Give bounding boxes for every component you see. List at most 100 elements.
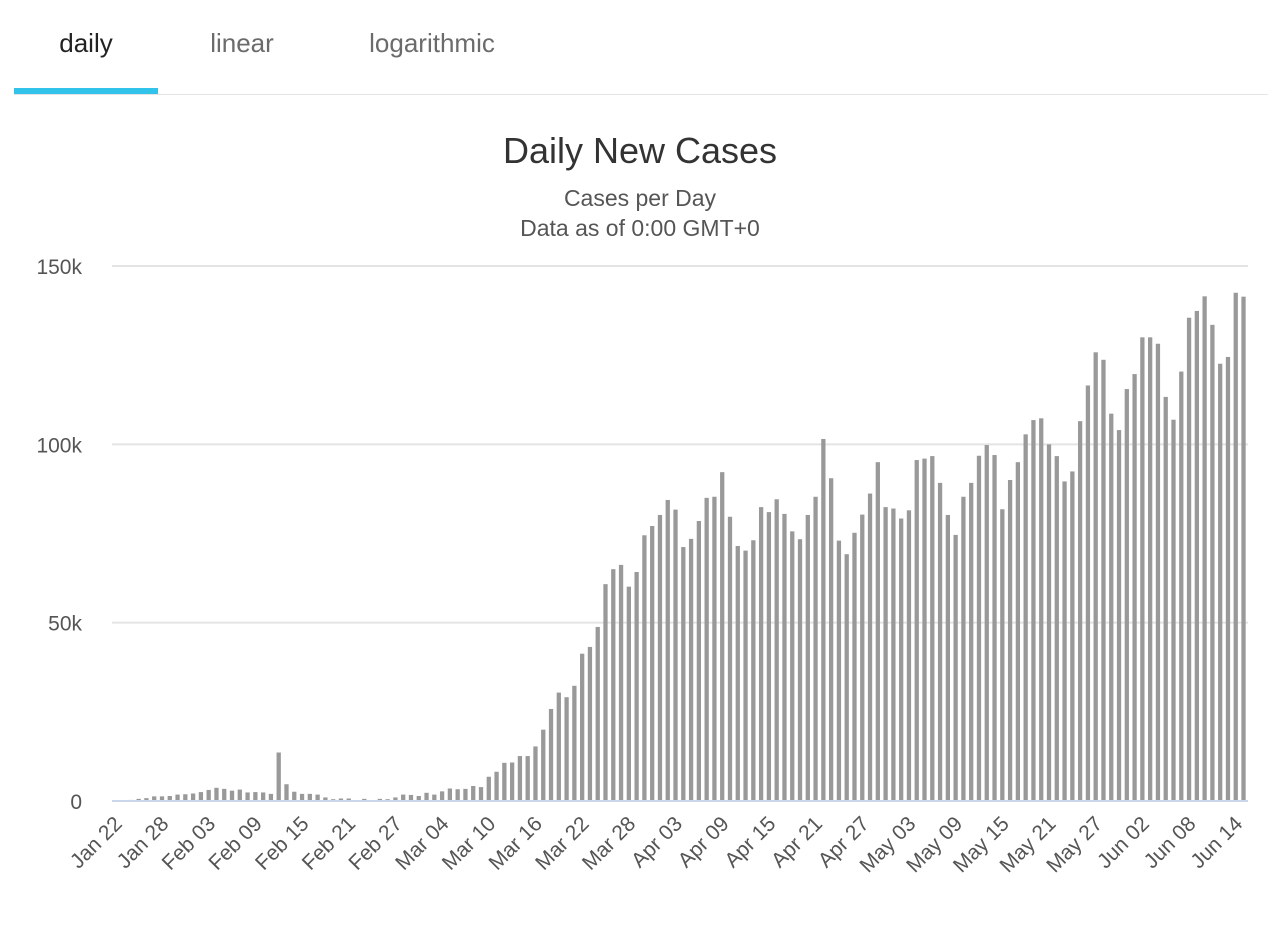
bar xyxy=(782,513,787,801)
bar xyxy=(190,793,196,801)
tab-daily[interactable]: daily xyxy=(59,28,113,58)
bar xyxy=(1070,471,1075,801)
bar xyxy=(478,787,484,801)
bar xyxy=(572,685,577,801)
bar xyxy=(346,798,351,801)
chart-subtitle-line-1: Cases per Day xyxy=(563,185,717,211)
bar xyxy=(642,535,647,801)
bar xyxy=(362,798,367,801)
bar xyxy=(1225,356,1231,801)
bar xyxy=(860,514,865,801)
bar xyxy=(611,569,616,801)
bar xyxy=(1163,396,1168,801)
bar xyxy=(276,752,281,801)
bar xyxy=(976,455,982,801)
bar xyxy=(875,462,880,801)
bar xyxy=(618,564,624,801)
bar xyxy=(937,482,943,801)
bar xyxy=(992,455,997,801)
y-tick-label: 50k xyxy=(48,613,82,636)
bar xyxy=(1077,421,1083,801)
bar xyxy=(152,796,157,801)
bar xyxy=(673,509,678,801)
bar xyxy=(323,797,328,801)
bar xyxy=(548,708,554,801)
bar xyxy=(969,482,974,801)
bar xyxy=(758,507,764,801)
bar xyxy=(906,510,912,801)
chart-title: Daily New Cases xyxy=(502,130,778,171)
bar xyxy=(1015,462,1021,801)
bar xyxy=(1210,324,1215,801)
bar xyxy=(517,756,523,801)
bar xyxy=(1023,434,1028,801)
bar xyxy=(175,794,180,801)
bar xyxy=(159,796,165,801)
bar xyxy=(1202,296,1207,801)
bar xyxy=(657,514,663,801)
bar xyxy=(1031,420,1036,801)
bar xyxy=(284,784,289,801)
bar xyxy=(268,793,274,801)
bar xyxy=(844,554,849,801)
bar xyxy=(727,516,733,801)
bar xyxy=(564,697,569,801)
x-tick-label: Jan 22 xyxy=(66,812,127,873)
bar xyxy=(735,545,740,801)
bar xyxy=(821,438,826,801)
bar xyxy=(883,507,888,801)
bar xyxy=(1218,363,1223,801)
tab-logarithmic[interactable]: logarithmic xyxy=(369,28,495,58)
bar xyxy=(1124,389,1129,801)
bar xyxy=(774,499,779,801)
y-tick-label: 100k xyxy=(36,434,82,457)
bar xyxy=(198,792,204,801)
x-tick-label: Apr 15 xyxy=(720,812,780,872)
bar xyxy=(603,584,608,801)
bar xyxy=(315,794,320,801)
chart-subtitle-line-2: Data as of 0:00 GMT+0 xyxy=(520,215,760,241)
bar xyxy=(471,786,476,801)
bar xyxy=(307,793,312,801)
bar xyxy=(486,776,491,801)
bar xyxy=(665,499,670,801)
bar xyxy=(720,472,725,801)
bar xyxy=(509,762,515,801)
bar xyxy=(1007,480,1013,801)
chart-tabs: daily linear logarithmic xyxy=(14,0,1268,95)
tab-linear[interactable]: linear xyxy=(210,28,274,58)
bar xyxy=(292,791,297,801)
bar xyxy=(1171,419,1176,801)
bar xyxy=(455,789,460,801)
bar xyxy=(556,692,561,801)
bar xyxy=(790,531,795,801)
bar xyxy=(891,508,896,801)
bar xyxy=(502,762,507,801)
bar xyxy=(743,550,748,801)
bar xyxy=(829,478,834,801)
bar xyxy=(183,794,188,801)
x-tick-label: Mar 28 xyxy=(578,812,640,874)
bar xyxy=(261,792,266,801)
bar xyxy=(1186,317,1192,801)
bar xyxy=(416,796,421,801)
bar xyxy=(587,646,593,801)
bar xyxy=(1109,413,1114,801)
bar xyxy=(945,514,950,801)
bar xyxy=(1101,359,1106,801)
bar xyxy=(299,793,305,801)
bar xyxy=(237,789,242,801)
bar xyxy=(1062,481,1067,801)
bar xyxy=(377,798,382,801)
bar xyxy=(626,586,631,801)
bar xyxy=(696,521,702,801)
y-tick-label: 150k xyxy=(36,256,82,279)
bar xyxy=(1039,418,1044,801)
bar xyxy=(1054,456,1059,801)
x-tick-label: Jun 14 xyxy=(1186,812,1247,873)
bar xyxy=(1179,371,1184,801)
x-tick-label: Apr 09 xyxy=(674,812,734,872)
bar xyxy=(704,497,709,801)
bar xyxy=(922,458,927,801)
